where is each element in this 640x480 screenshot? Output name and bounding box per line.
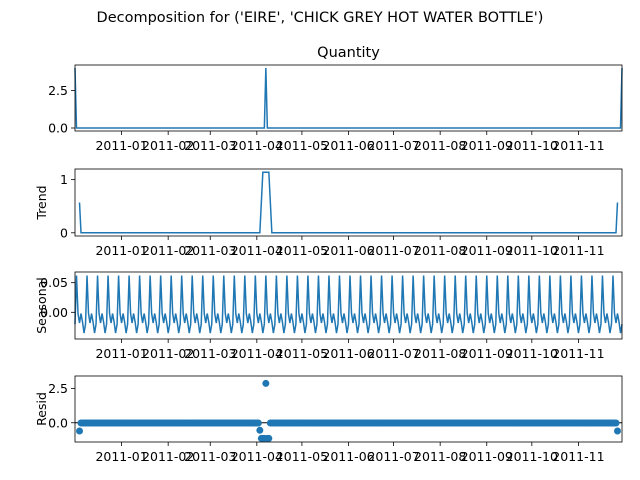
y-tick-label: 0.05 <box>40 275 68 290</box>
resid-point <box>262 379 270 387</box>
x-tick-label: 2011-02 <box>142 138 194 153</box>
series-line-seasonal <box>74 275 623 334</box>
x-tick-label: 2011-01 <box>95 243 147 258</box>
series-line-trend <box>78 171 619 234</box>
x-tick-label: 2011-04 <box>231 449 283 464</box>
x-tick-label: 2011-10 <box>506 138 558 153</box>
x-tick-label: 2011-04 <box>231 346 283 361</box>
x-tick-label: 2011-01 <box>95 346 147 361</box>
panel-seasonal: 0.000.052011-012011-022011-032011-042011… <box>34 271 623 361</box>
x-tick-label: 2011-07 <box>367 138 419 153</box>
x-tick-label: 2011-02 <box>142 243 194 258</box>
x-tick-label: 2011-04 <box>231 138 283 153</box>
y-axis-label: Trend <box>34 185 49 220</box>
y-tick-label: 2.5 <box>48 83 68 98</box>
y-axis-label: Resid <box>34 392 49 426</box>
x-tick-label: 2011-06 <box>322 449 374 464</box>
y-tick-label: 0 <box>60 225 68 240</box>
resid-point <box>256 426 264 434</box>
x-tick-label: 2011-01 <box>95 449 147 464</box>
x-tick-label: 2011-09 <box>461 138 513 153</box>
axes-frame <box>74 375 623 443</box>
resid-point <box>613 427 621 435</box>
x-tick-label: 2011-05 <box>276 138 328 153</box>
x-tick-label: 2011-03 <box>184 449 236 464</box>
axes-frame <box>74 168 623 237</box>
y-tick-label: 0.00 <box>40 305 68 320</box>
x-tick-label: 2011-06 <box>322 346 374 361</box>
x-tick-label: 2011-11 <box>552 346 604 361</box>
x-tick-label: 2011-08 <box>414 138 466 153</box>
x-tick-label: 2011-11 <box>552 449 604 464</box>
figure-suptitle: Decomposition for ('EIRE', 'CHICK GREY H… <box>97 10 544 26</box>
x-tick-label: 2011-02 <box>142 449 194 464</box>
x-tick-label: 2011-03 <box>184 346 236 361</box>
x-tick-label: 2011-06 <box>322 243 374 258</box>
y-tick-label: 1 <box>60 172 68 187</box>
resid-point <box>612 419 620 427</box>
x-tick-label: 2011-08 <box>414 346 466 361</box>
series-line-quantity <box>74 67 623 129</box>
x-tick-label: 2011-10 <box>506 243 558 258</box>
x-tick-label: 2011-07 <box>367 449 419 464</box>
y-tick-label: 0.0 <box>48 415 68 430</box>
panels-container: 0.02.52011-012011-022011-032011-042011-0… <box>34 45 623 464</box>
resid-point <box>254 419 262 427</box>
x-tick-label: 2011-08 <box>414 243 466 258</box>
y-tick-label: 2.5 <box>48 381 68 396</box>
x-tick-label: 2011-07 <box>367 243 419 258</box>
x-tick-label: 2011-08 <box>414 449 466 464</box>
panel-resid: 0.02.52011-012011-022011-032011-042011-0… <box>34 375 623 464</box>
x-tick-label: 2011-06 <box>322 138 374 153</box>
panel-title: Quantity <box>317 45 380 61</box>
x-tick-label: 2011-09 <box>461 449 513 464</box>
x-tick-label: 2011-07 <box>367 346 419 361</box>
x-tick-label: 2011-05 <box>276 346 328 361</box>
x-tick-label: 2011-02 <box>142 346 194 361</box>
x-tick-label: 2011-01 <box>95 138 147 153</box>
panel-trend: 012011-012011-022011-032011-042011-05201… <box>34 168 623 258</box>
x-tick-label: 2011-11 <box>552 138 604 153</box>
resid-point <box>76 427 84 435</box>
x-tick-label: 2011-09 <box>461 243 513 258</box>
y-axis-label: Seasonal <box>34 277 49 334</box>
y-tick-label: 0.0 <box>48 121 68 136</box>
x-tick-label: 2011-03 <box>184 243 236 258</box>
x-tick-label: 2011-05 <box>276 449 328 464</box>
x-tick-label: 2011-10 <box>506 449 558 464</box>
resid-point <box>265 434 273 442</box>
x-tick-label: 2011-03 <box>184 138 236 153</box>
x-tick-label: 2011-10 <box>506 346 558 361</box>
x-tick-label: 2011-09 <box>461 346 513 361</box>
panel-observed: 0.02.52011-012011-022011-032011-042011-0… <box>48 45 623 153</box>
x-tick-label: 2011-11 <box>552 243 604 258</box>
x-tick-label: 2011-05 <box>276 243 328 258</box>
axes-frame <box>74 64 623 132</box>
x-tick-label: 2011-04 <box>231 243 283 258</box>
